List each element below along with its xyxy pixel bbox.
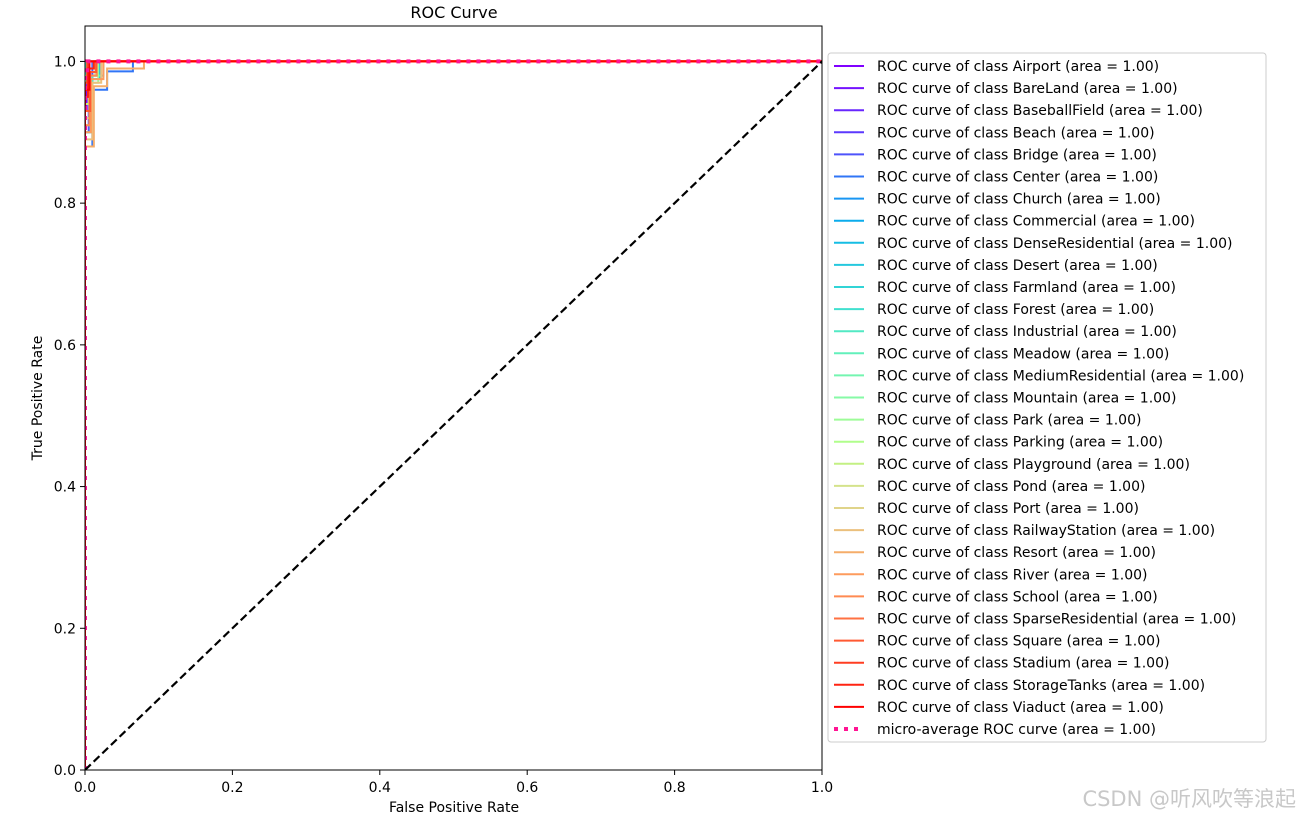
legend-entry-label: ROC curve of class Bridge (area = 1.00) (877, 147, 1157, 163)
legend-entry-label: ROC curve of class Industrial (area = 1.… (877, 324, 1177, 340)
legend-entry-label: ROC curve of class Farmland (area = 1.00… (877, 280, 1176, 296)
legend-entry-label: ROC curve of class RailwayStation (area … (877, 523, 1215, 539)
legend-entry-label: ROC curve of class Square (area = 1.00) (877, 634, 1160, 650)
legend-entry-label: ROC curve of class Park (area = 1.00) (877, 413, 1141, 429)
y-tick-label: 0.4 (54, 480, 76, 496)
x-tick-label: 1.0 (811, 780, 833, 796)
series-layer (85, 59, 822, 770)
legend-entry-label: micro-average ROC curve (area = 1.00) (877, 722, 1156, 738)
legend-entry-label: ROC curve of class StorageTanks (area = … (877, 678, 1205, 694)
y-tick-label: 1.0 (54, 54, 76, 70)
legend-entry-label: ROC curve of class Pond (area = 1.00) (877, 479, 1145, 495)
y-tick-label: 0.2 (54, 621, 76, 637)
chart-title: ROC Curve (410, 3, 497, 22)
y-tick-label: 0.6 (54, 338, 76, 354)
legend-entry-label: ROC curve of class Church (area = 1.00) (877, 192, 1161, 208)
legend-entry-label: ROC curve of class Stadium (area = 1.00) (877, 656, 1169, 672)
legend-entry-label: ROC curve of class Airport (area = 1.00) (877, 59, 1159, 75)
x-axis-ticks: 0.0 0.2 0.4 0.6 0.8 1.0 (74, 770, 833, 796)
legend-entry-label: ROC curve of class MediumResidential (ar… (877, 368, 1244, 384)
legend-frame (827, 52, 1267, 743)
x-axis-label: False Positive Rate (389, 800, 519, 816)
legend-entry-label: ROC curve of class River (area = 1.00) (877, 567, 1147, 583)
y-tick-label: 0.0 (54, 763, 76, 779)
x-tick-label: 0.0 (74, 780, 96, 796)
y-tick-label: 0.8 (54, 196, 76, 212)
x-tick-label: 0.8 (663, 780, 685, 796)
legend-entry-label: ROC curve of class School (area = 1.00) (877, 589, 1158, 605)
legend-entry-label: ROC curve of class BaseballField (area =… (877, 103, 1203, 119)
legend-entry-label: ROC curve of class Mountain (area = 1.00… (877, 391, 1176, 407)
legend-entry-label: ROC curve of class Playground (area = 1.… (877, 457, 1190, 473)
x-tick-label: 0.4 (369, 780, 391, 796)
legend-entry-label: ROC curve of class DenseResidential (are… (877, 236, 1232, 252)
chance-diagonal-line (85, 60, 822, 770)
legend-entry-label: ROC curve of class Forest (area = 1.00) (877, 302, 1154, 318)
legend-entry-label: ROC curve of class Resort (area = 1.00) (877, 545, 1156, 561)
legend-entry-label: ROC curve of class Center (area = 1.00) (877, 170, 1158, 186)
legend-entry-label: ROC curve of class SparseResidential (ar… (877, 612, 1236, 628)
roc-series-line-22 (85, 60, 822, 770)
legend-entry-label: ROC curve of class Viaduct (area = 1.00) (877, 700, 1164, 716)
legend-entry-label: ROC curve of class Desert (area = 1.00) (877, 258, 1158, 274)
legend-entry-label: ROC curve of class Parking (area = 1.00) (877, 435, 1163, 451)
legend-entry-label: ROC curve of class Beach (area = 1.00) (877, 125, 1155, 141)
watermark: CSDN @听风吹等浪起 (1082, 787, 1296, 811)
plot-frame (84, 25, 823, 771)
legend-entry-label: ROC curve of class Meadow (area = 1.00) (877, 346, 1169, 362)
y-axis-label: True Positive Rate (30, 336, 46, 462)
x-tick-label: 0.2 (221, 780, 243, 796)
roc-series-line-29 (85, 60, 822, 770)
legend-entry-label: ROC curve of class Port (area = 1.00) (877, 501, 1139, 517)
y-axis-ticks: 0.0 0.2 0.4 0.6 0.8 1.0 (54, 54, 85, 779)
legend-entry-label: ROC curve of class Commercial (area = 1.… (877, 214, 1195, 230)
legend: ROC curve of class Airport (area = 1.00)… (827, 52, 1267, 743)
legend-entry-label: ROC curve of class BareLand (area = 1.00… (877, 81, 1178, 97)
x-tick-label: 0.6 (516, 780, 538, 796)
